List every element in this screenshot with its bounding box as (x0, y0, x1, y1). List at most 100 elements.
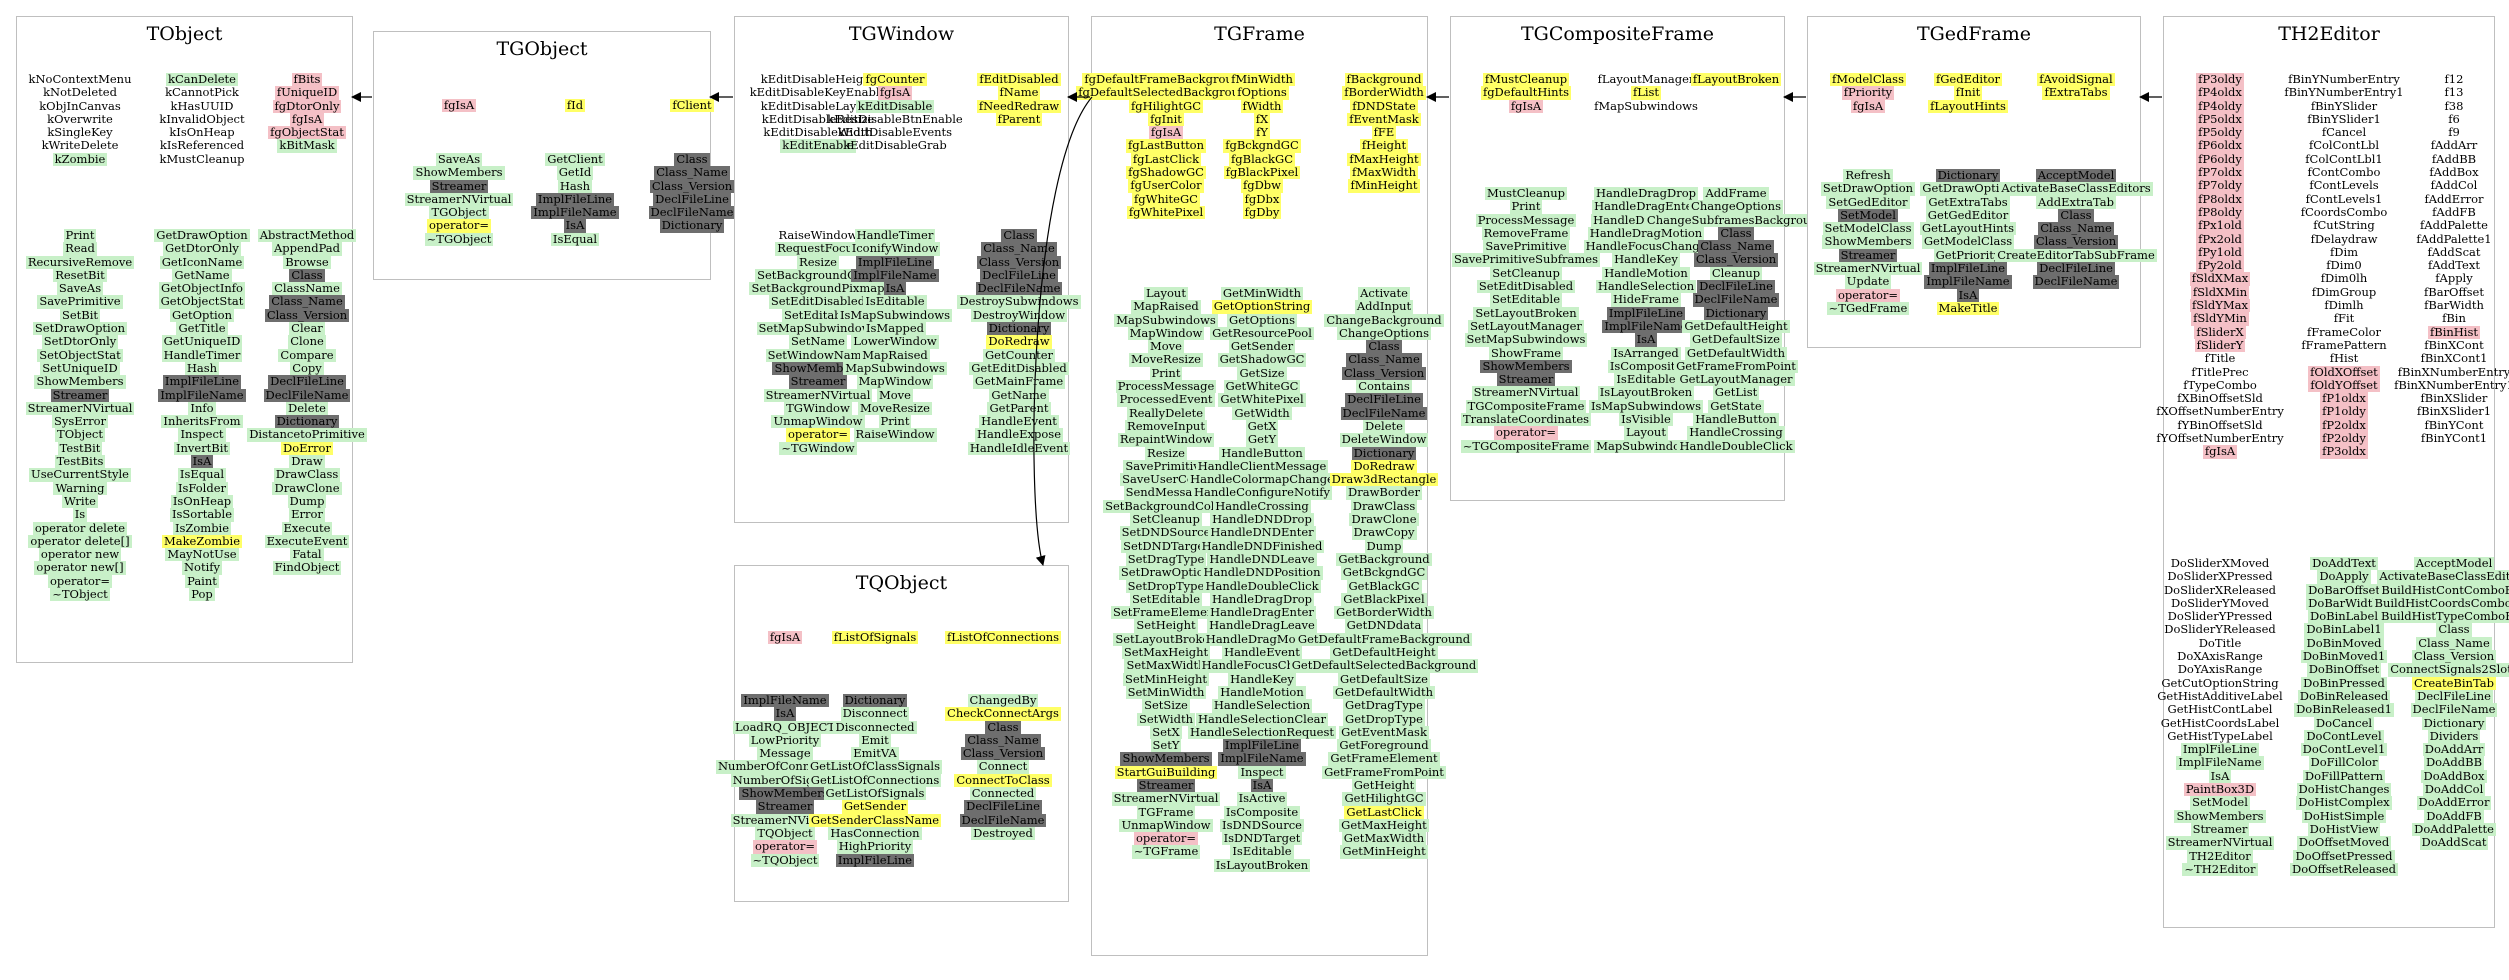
member-function: DoFillColor (2308, 755, 2380, 770)
member-function: ResetBit (53, 267, 107, 283)
member-function: DoOffsetPressed (2293, 848, 2395, 863)
member-function: GetBlackPixel (1341, 591, 1427, 607)
method-column: Class Class_Name Class_Version DeclFileLine… (592, 152, 792, 233)
member-function: DoAddError (2416, 795, 2492, 810)
data-member: fTitle (2204, 351, 2236, 366)
method-column: AddFrame ChangeOptions ChangeSubframesBack… (1636, 186, 1836, 453)
data-member: kEditDisableLayout (760, 98, 876, 113)
member-function: ShowFrame (1488, 345, 1564, 360)
member-function: SetModelClass (1822, 221, 1914, 236)
member-function: HandleKey (1612, 252, 1680, 267)
data-member: fFrameColor (2306, 324, 2382, 339)
data-member: fgIsA (1148, 125, 1184, 140)
member-function: ImplFileLine (535, 191, 615, 207)
member-column: fBackground fBorderWidth fDNDState fEventMa… (1284, 72, 1484, 193)
member-function: SetDrawOption (32, 321, 128, 336)
member-function: GetGedEditor (1925, 207, 2011, 223)
member-function: DoSliderYPressed (2167, 609, 2273, 624)
member-function: GetOptions (1227, 312, 1297, 327)
class-box-tqobject: TQObject fgIsA fListOfSignals fListOfConnec… (715, 565, 1069, 902)
member-function: IsComposite (1607, 358, 1685, 374)
member-function: Dictionary (1703, 305, 1769, 320)
member-function: HandleDragEnter (1592, 199, 1700, 214)
member-function: CheckConnectArgs (945, 706, 1061, 721)
class-title: TGObject (496, 38, 588, 60)
member-function: AppendPad (271, 241, 343, 256)
data-member: fP5oldy (2196, 125, 2244, 140)
data-member: fOldYOffset (2308, 377, 2380, 393)
member-function: SetBit (59, 307, 101, 323)
data-member: fP8oldy (2196, 204, 2244, 220)
method-column: AcceptModelActivateBaseClassEditorsBuild… (2354, 556, 2509, 850)
member-function: operator= (752, 839, 818, 854)
member-function: Paint (185, 573, 219, 589)
data-member: fDim0lh (2320, 271, 2368, 286)
member-function: operator new (38, 547, 122, 562)
member-function: CreateBinTab (2412, 675, 2496, 690)
member-function: operator delete (32, 520, 128, 535)
member-function: SetModel (1838, 207, 1898, 223)
member-function: HandleDragEnter (1208, 605, 1316, 620)
member-function: SaveAs (435, 152, 483, 167)
member-function: ReallyDelete (1126, 405, 1206, 420)
member-function: Streamer (2190, 821, 2250, 837)
data-member: fDimGroup (2311, 284, 2377, 299)
data-member: fAddBB (2431, 151, 2477, 166)
member-function: Delete (1363, 418, 1405, 434)
member-function: DeclFileName (1340, 405, 1428, 420)
member-function: DeclFileLine (2037, 261, 2115, 276)
member-function: MapSubwindows (1114, 312, 1218, 327)
member-function: DoContLevel1 (2300, 742, 2388, 757)
member-function: SavePrimitive (37, 294, 123, 309)
member-function: GetState (1708, 398, 1764, 414)
member-function: Dividers (2427, 728, 2481, 744)
data-member: fP1oldy (2320, 404, 2368, 419)
member-column: fgIsA (359, 98, 559, 113)
data-member: fBinXSlider (2420, 391, 2488, 406)
class-box-tgobject: TGObject fgIsA fId fClient SaveAs ShowMembers… (373, 31, 736, 280)
member-column: fgDefaultFrameBackground fgDefaultSelecte… (1066, 72, 1266, 220)
data-member: f6 (2448, 111, 2460, 126)
member-function: DrawClone (1349, 512, 1419, 527)
data-member: kCannotPick (165, 85, 239, 100)
member-function: ConnectSignals2Slots (2388, 663, 2509, 677)
data-member: fBinXSlider1 (2416, 404, 2492, 419)
data-member: kSingleKey (47, 125, 113, 140)
member-function: DoBarWidth (2306, 595, 2382, 611)
data-member: fAddFB (2432, 204, 2476, 219)
member-function: SetMinHeight (1122, 671, 1210, 686)
member-function: DoHistChanges (2296, 782, 2392, 797)
member-function: StreamerNVirtual (1813, 261, 1923, 276)
data-member: fExtraTabs (2042, 85, 2110, 100)
member-function: Class_Name (1698, 239, 1774, 254)
member-function: GetFrameElement (1328, 751, 1440, 766)
member-function: ~TGedFrame (1826, 300, 1910, 316)
data-member: fYOffsetNumberEntry (2156, 431, 2284, 446)
member-function: ImplFileName (1924, 274, 2012, 289)
member-function: SetObjectStat (37, 347, 123, 362)
member-function: BuildHistCoordsComboBox (2372, 596, 2509, 611)
member-function: Streamer (755, 799, 815, 814)
member-function: Layout (1144, 286, 1188, 301)
member-function: ImplFileName (158, 387, 246, 402)
data-member: fgDby (1242, 204, 1282, 220)
member-function: GetY (1245, 432, 1279, 447)
member-function: SetDragType (1125, 551, 1207, 567)
member-function: SetEditable (781, 307, 855, 323)
member-column: fListOfSignals (775, 630, 975, 645)
member-function: IsComposite (1223, 804, 1301, 819)
data-member: fOptions (1235, 85, 1289, 100)
member-function: MapWindow (856, 374, 934, 389)
member-function: HandleEvent (1222, 645, 1302, 660)
member-function: GetName (172, 267, 232, 283)
class-box-tgframe: TGFrame fgDefaultFrameBackground fgDefault… (1076, 16, 1479, 956)
member-function: Streamer (1496, 372, 1556, 387)
data-member: fMinHeight (1348, 178, 1420, 193)
member-function: operator= (785, 427, 851, 442)
data-member: fXOffsetNumberEntry (2156, 404, 2284, 419)
member-function: Hash (184, 360, 220, 376)
member-function: GetDNDdata (1344, 618, 1424, 633)
member-function: AddInput (1354, 299, 1414, 314)
method-column: SaveAs ShowMembers Streamer StreamerNVirtua… (359, 152, 559, 247)
member-function: DestroySubwindows (957, 294, 1081, 309)
